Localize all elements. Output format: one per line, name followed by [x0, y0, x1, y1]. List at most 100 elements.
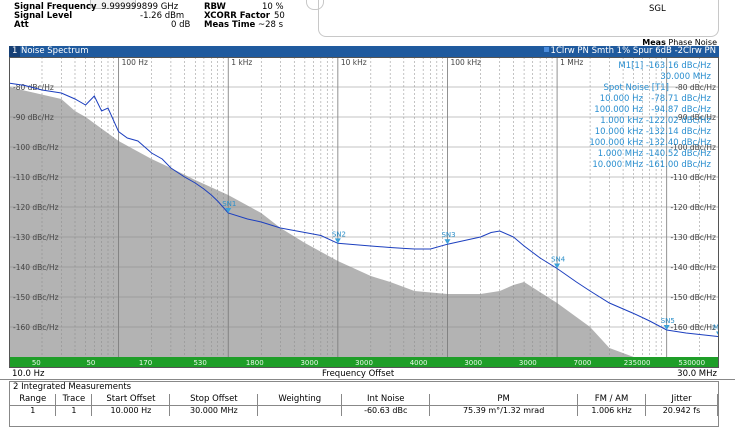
table-cell: 1 — [55, 405, 93, 416]
noise-bar-value: 50 — [86, 359, 95, 367]
column-header[interactable]: Stop Offset — [169, 394, 259, 406]
spot-marker[interactable] — [334, 238, 341, 244]
y-tick-label-right: -160 dBc/Hz — [670, 323, 716, 332]
spot-marker[interactable] — [554, 263, 561, 269]
y-tick-label-left: -120 dBc/Hz — [13, 203, 59, 212]
y-tick-label-left: -150 dBc/Hz — [13, 293, 59, 302]
y-tick-label-right: -90 dBc/Hz — [675, 113, 716, 122]
y-tick-label-right: -150 dBc/Hz — [670, 293, 716, 302]
column-header[interactable]: Int Noise — [341, 394, 431, 406]
noise-bar-value: 3000 — [355, 359, 373, 367]
x-tick-label: 1 MHz — [560, 58, 583, 67]
window-name: Noise Spectrum — [21, 46, 89, 56]
signal-frequency-row: Signal Frequency 9.999999899 GHz — [14, 3, 178, 12]
table-body: 1 1 10.000 Hz 30.000 MHz -60.63 dBc 75.39 m°/… — [10, 405, 719, 416]
meas-time-value: ~28 s — [258, 20, 284, 30]
spot-marker[interactable] — [225, 208, 232, 214]
y-tick-label-right: -130 dBc/Hz — [670, 233, 716, 242]
table-cell: 1.006 kHz — [577, 405, 646, 416]
y-tick-label-left: -90 dBc/Hz — [13, 113, 54, 122]
spot-noise-offset: 1.000 kHz — [600, 116, 643, 126]
header-right-panel — [318, 0, 719, 37]
noise-bar-value: 235000 — [624, 359, 651, 367]
x-tick-label: 100 Hz — [122, 58, 148, 67]
column-header[interactable]: FM / AM — [577, 394, 646, 406]
spot-noise-title: Spot Noise [T1] — [603, 83, 669, 93]
column-header[interactable]: PM — [429, 394, 579, 406]
spot-noise-offset: 1.000 MHz — [598, 149, 644, 159]
rbw-value: 10 % — [262, 2, 284, 12]
table-cell: -60.63 dBc — [341, 405, 431, 416]
noise-bar-value: 1800 — [246, 359, 264, 367]
spot-marker-label: SN5 — [661, 317, 675, 325]
signal-frequency-value: 9.999999899 GHz — [101, 2, 179, 12]
spot-marker-label: SN4 — [551, 256, 566, 264]
noise-bar-value: 3000 — [519, 359, 537, 367]
column-header[interactable]: Weighting — [257, 394, 343, 406]
spot-noise-value: -122.02 dBc/Hz — [646, 116, 712, 126]
column-header[interactable]: Range — [10, 394, 57, 406]
x-tick-label: 100 kHz — [450, 58, 481, 67]
spot-noise-value: -132.40 dBc/Hz — [646, 138, 712, 148]
marker-m1-readout: M1[1] -163.16 dBc/Hz — [618, 61, 711, 71]
y-tick-label-right: -120 dBc/Hz — [670, 203, 716, 212]
spot-noise-offset: 100.000 kHz — [589, 138, 643, 148]
spot-marker-label: SN3 — [441, 231, 455, 239]
spot-marker-label: M1 — [713, 323, 719, 331]
y-tick-label-left: -130 dBc/Hz — [13, 233, 59, 242]
table-cell: 10.000 Hz — [91, 405, 171, 416]
spot-noise-offset: 10.000 MHz — [592, 160, 643, 170]
spot-noise-value: -94.87 dBc/Hz — [651, 105, 711, 115]
noise-bar-value: 4000 — [410, 359, 428, 367]
signal-level-value: -1.26 dBm — [140, 11, 185, 21]
y-tick-label-left: -110 dBc/Hz — [13, 173, 59, 182]
noise-bar-value: 3000 — [300, 359, 318, 367]
noise-bar-value: 3000 — [464, 359, 482, 367]
column-header[interactable]: Start Offset — [91, 394, 171, 406]
marker-m1-frequency: 30.000 MHz — [660, 72, 711, 82]
measurement-header: Signal Frequency 9.999999899 GHz Signal … — [0, 0, 735, 47]
table-cell: 30.000 MHz — [169, 405, 259, 416]
table-cell: 75.39 m°/1.32 mrad — [429, 405, 579, 416]
table-cell — [257, 405, 343, 416]
table-header-row: Range Trace Start Offset Stop Offset Weighti… — [10, 394, 719, 406]
y-tick-label-left: -140 dBc/Hz — [13, 263, 59, 272]
trace-info: 1Clrw PN Smth 1% Spur 6dB -2Clrw PN — [543, 46, 716, 57]
header-tab[interactable] — [90, 0, 136, 9]
frequency-axis-bar: 10.0 Hz Frequency Offset 30.0 MHz — [0, 368, 735, 380]
column-header[interactable]: Trace — [55, 394, 93, 406]
spot-noise-offset: 10.000 Hz — [600, 94, 644, 104]
spot-noise-value: -78.71 dBc/Hz — [651, 94, 711, 104]
freq-start: 10.0 Hz — [12, 369, 45, 379]
spot-noise-offset: 100.000 Hz — [594, 105, 643, 115]
reference-noise-area — [9, 87, 634, 357]
spot-noise-value: -161.00 dBc/Hz — [646, 160, 712, 170]
freq-stop: 30.0 MHz — [677, 369, 717, 379]
column-header[interactable]: Jitter — [645, 394, 719, 406]
y-tick-label-right: -140 dBc/Hz — [670, 263, 716, 272]
y-tick-label-left: -100 dBc/Hz — [13, 143, 59, 152]
noise-spectrum-chart[interactable]: 100 Hz 1 kHz 10 kHz 100 kHz 1 MHz -80 dBc/Hz -… — [9, 57, 719, 368]
y-tick-label-right: -110 dBc/Hz — [670, 173, 716, 182]
table-cell: 1 — [10, 405, 57, 416]
table-row[interactable]: 1 1 10.000 Hz 30.000 MHz -60.63 dBc 75.39 m°/… — [10, 405, 719, 416]
spot-marker-label: SN2 — [332, 230, 346, 238]
phase-noise-trace — [9, 82, 719, 338]
x-tick-label: 10 kHz — [341, 58, 367, 67]
xcorr-value: 50 — [274, 11, 285, 21]
noise-bar-value: 530000 — [678, 359, 705, 367]
xcorr-label: XCORR Factor — [204, 11, 270, 21]
integrated-measurements-panel: 2 Integrated Measurements Range Trace Star… — [9, 381, 719, 427]
freq-axis-label: Frequency Offset — [322, 369, 395, 379]
sgl-indicator: SGL — [649, 4, 666, 14]
noise-bar-value: 50 — [32, 359, 41, 367]
signal-frequency-label: Signal Frequency — [14, 2, 97, 12]
rbw-label: RBW — [204, 2, 226, 12]
spot-noise-value: -140.52 dBc/Hz — [646, 149, 712, 159]
noise-spectrum-window[interactable]: 1 Noise Spectrum 1Clrw PN Smth 1% Spur 6… — [9, 46, 719, 379]
spot-marker[interactable] — [663, 325, 670, 330]
noise-bar-value: 530 — [193, 359, 206, 367]
spot-marker[interactable] — [444, 239, 451, 245]
y-tick-label-right: -100 dBc/Hz — [670, 143, 716, 152]
signal-level-row: Signal Level — [14, 12, 72, 21]
